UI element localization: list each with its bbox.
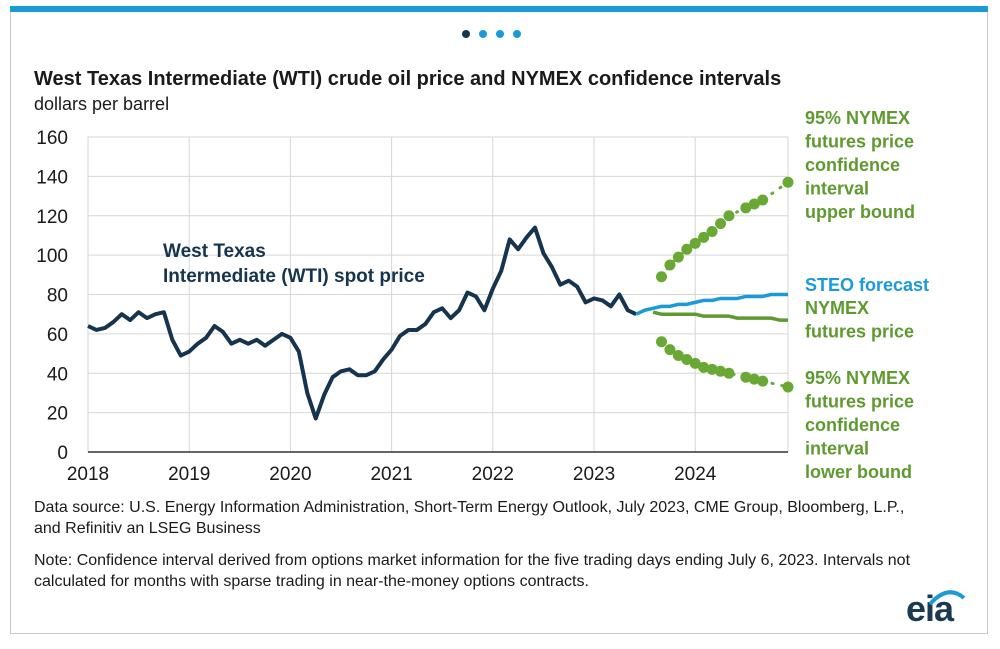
series-4-point: [757, 375, 769, 387]
carousel-dot[interactable]: [513, 30, 521, 38]
series-3-point: [782, 176, 794, 188]
accent-bar: [10, 6, 988, 12]
annotation-wti-spot: West Texas: [163, 241, 266, 262]
series-3-point: [757, 194, 769, 206]
series-4-point: [655, 336, 667, 348]
series-4-point: [698, 361, 710, 373]
y-tick-label: 0: [57, 443, 68, 464]
annotation-nymex-futures: futures price: [805, 322, 914, 342]
y-tick-label: 80: [47, 286, 68, 307]
y-tick-label: 100: [36, 246, 68, 267]
annotation-upper-bound: interval: [805, 179, 869, 199]
series-4-point: [689, 357, 701, 369]
x-tick-label: 2019: [168, 464, 210, 485]
annotation-upper-bound: futures price: [805, 132, 914, 152]
annotation-nymex-futures: NYMEX: [805, 298, 869, 318]
x-tick-label: 2024: [674, 464, 717, 485]
series-4-point: [723, 367, 735, 379]
annotation-lower-bound: futures price: [805, 392, 914, 412]
chart-note: Note: Confidence interval derived from o…: [34, 552, 911, 590]
y-tick-label: 160: [36, 128, 68, 149]
series-3-point: [715, 218, 727, 230]
annotation-lower-bound: confidence: [805, 415, 900, 435]
series-3-point: [723, 210, 735, 222]
carousel-dot[interactable]: [496, 30, 504, 38]
carousel-dot[interactable]: [479, 30, 487, 38]
carousel-dots[interactable]: [462, 30, 521, 38]
series-4-line: [659, 340, 790, 389]
series-3-point: [689, 237, 701, 249]
series-3-point: [740, 202, 752, 214]
annotation-upper-bound: 95% NYMEX: [805, 108, 910, 128]
annotation-lower-bound: 95% NYMEX: [805, 368, 910, 388]
series-1-line: [635, 292, 788, 316]
x-tick-label: 2023: [573, 464, 615, 485]
carousel-dot[interactable]: [462, 30, 470, 38]
series-0-line: [87, 225, 638, 421]
series-4-point: [681, 353, 693, 365]
eia-logo-arc-icon: [928, 590, 966, 606]
x-tick-label: 2022: [472, 464, 514, 485]
x-tick-label: 2020: [269, 464, 311, 485]
series-4-point: [672, 350, 684, 362]
annotation-steo-forecast: STEO forecast: [805, 275, 929, 295]
series-3-point: [748, 198, 760, 210]
y-tick-label: 120: [36, 207, 68, 228]
series-3-point: [698, 231, 710, 243]
chart-title: West Texas Intermediate (WTI) crude oil …: [34, 68, 782, 90]
series-4-point: [748, 373, 760, 385]
series-4-point: [706, 363, 718, 375]
y-axis-units: dollars per barrel: [34, 94, 170, 114]
series-3-point: [664, 259, 676, 271]
series-3-line: [659, 180, 790, 279]
x-tick-label: 2018: [67, 464, 109, 485]
series-4-point: [664, 344, 676, 356]
annotation-lower-bound: interval: [805, 439, 869, 459]
y-tick-label: 40: [47, 364, 68, 385]
series-3-point: [655, 271, 667, 283]
series-4-point: [782, 381, 794, 393]
series-3-point: [672, 251, 684, 263]
x-tick-label: 2021: [370, 464, 412, 485]
annotation-upper-bound: upper bound: [805, 202, 915, 222]
series-4-point: [715, 365, 727, 377]
series-4-point: [740, 371, 752, 383]
series-3-point: [706, 226, 718, 237]
y-tick-label: 20: [47, 404, 68, 425]
y-tick-label: 60: [47, 325, 68, 346]
annotation-lower-bound: lower bound: [805, 462, 912, 482]
series-2-line: [652, 310, 788, 322]
y-tick-label: 140: [36, 167, 68, 188]
annotation-wti-spot: Intermediate (WTI) spot price: [163, 266, 425, 287]
data-source: Data source: U.S. Energy Information Adm…: [34, 499, 905, 537]
annotation-upper-bound: confidence: [805, 155, 900, 175]
series-3-point: [681, 243, 693, 255]
